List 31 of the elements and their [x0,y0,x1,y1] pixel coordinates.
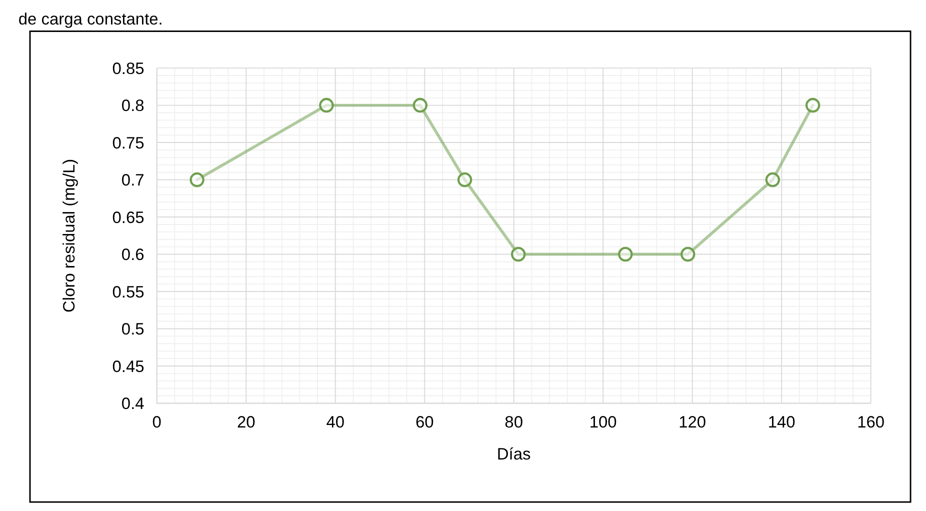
y-tick-label: 0.8 [121,97,144,116]
y-tick-label: 0.6 [121,246,144,264]
y-tick-label: 0.85 [112,60,144,78]
point [680,246,696,262]
y-tick-label: 0.55 [112,283,144,302]
x-tick-label: 120 [678,413,706,432]
x-tick-label: 80 [504,413,524,432]
x-tick-label: 60 [415,413,434,432]
y-tick-label: 0.7 [121,172,144,190]
x-tick-label: 100 [589,413,617,432]
x-axis-title: Días [496,445,531,464]
point [457,172,472,188]
y-tick-label: 0.4 [121,395,144,414]
point [805,98,820,113]
y-tick-label: 0.5 [121,320,144,339]
y-axis-title: Cloro residual (mg/L) [60,158,79,312]
x-tick-label: 160 [857,413,885,432]
x-tick-label: 20 [236,413,256,432]
point [190,172,204,188]
x-tick-label: 40 [326,413,345,432]
text: de carga constante. [18,10,163,28]
point [618,246,633,262]
point [319,98,334,113]
point [412,98,428,113]
y-tick-label: 0.45 [112,358,144,376]
point [510,246,526,262]
x-tick-label: 140 [768,413,796,432]
y-tick-label: 0.75 [112,134,144,152]
y-tick-label: 0.65 [112,208,144,227]
point [765,172,780,188]
x-tick-label: 0 [152,413,162,432]
